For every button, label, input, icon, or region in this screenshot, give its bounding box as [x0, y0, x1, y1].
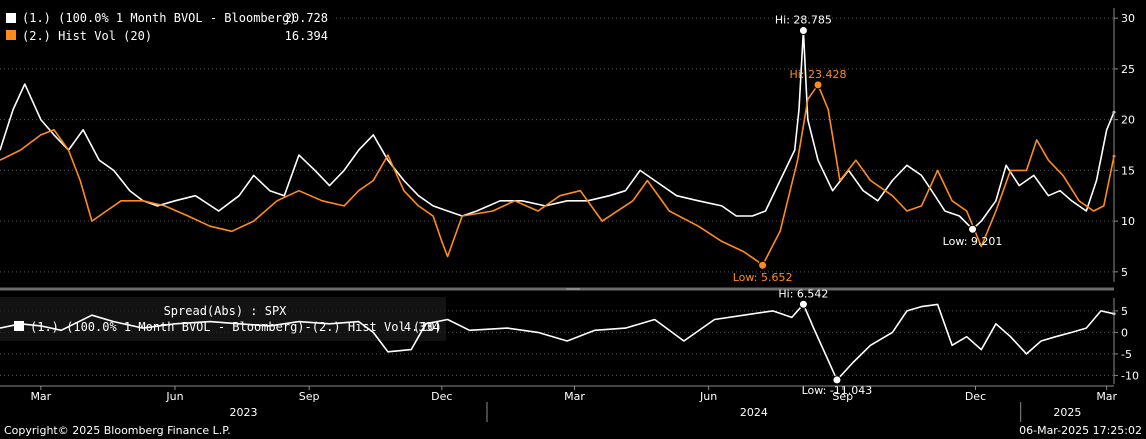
- x-tick-label: Mar: [1096, 390, 1117, 403]
- timestamp-text: 06-Mar-2025 17:25:02: [1019, 424, 1142, 437]
- upper-low-label: Low: 9.201: [943, 235, 1003, 248]
- legend-label-spread: (1.) (100.0% 1 Month BVOL - Bloomberg)-(…: [30, 320, 442, 334]
- legend-value-series-2: 16.394: [285, 29, 328, 43]
- legend-swatch-series-2: [6, 30, 16, 40]
- lower-panel-annotations: Hi: 6.542 Low: -11.043: [778, 287, 872, 397]
- upper-series-line-2: [0, 84, 1115, 266]
- lower-y-tick-label: 0: [1121, 326, 1128, 339]
- upper-y-tick-label: 5: [1121, 266, 1128, 279]
- upper-high-label: Hi: 28.785: [775, 13, 832, 26]
- year-label: 2023: [230, 406, 258, 419]
- upper-low-marker: [968, 224, 978, 234]
- upper-low-marker: [758, 260, 768, 270]
- lower-panel-y-axis: -10 -5 0 5: [1113, 298, 1139, 384]
- x-tick-label: Dec: [965, 390, 986, 403]
- x-tick-label: Sep: [832, 390, 853, 403]
- upper-high-marker: [813, 80, 823, 90]
- upper-y-tick-label: 10: [1121, 215, 1135, 228]
- lower-panel-grid: [0, 310, 1114, 376]
- legend-label-series-1: (1.) (100.0% 1 Month BVOL - Bloomberg): [22, 11, 297, 25]
- copyright-text: Copyright© 2025 Bloomberg Finance L.P.: [4, 424, 231, 437]
- legend-value-series-1: 20.728: [285, 11, 328, 25]
- spread-panel-title: Spread(Abs) : SPX: [164, 304, 288, 318]
- lower-y-tick-label: 5: [1121, 305, 1128, 318]
- x-tick-label: Mar: [564, 390, 585, 403]
- legend-swatch-spread: [14, 321, 24, 331]
- lower-legend: Spread(Abs) : SPX (1.) (100.0% 1 Month B…: [14, 304, 442, 334]
- lower-series-line-1: [0, 303, 1115, 381]
- upper-panel-y-axis: 5 10 15 20 25 30: [1113, 8, 1135, 282]
- upper-y-tick-label: 30: [1121, 12, 1135, 25]
- upper-panel-grid: [0, 17, 1114, 273]
- upper-high-marker: [798, 25, 808, 35]
- upper-series-line-1: [0, 29, 1115, 230]
- legend-value-spread: 4.334: [404, 320, 440, 334]
- year-label: 2024: [740, 406, 768, 419]
- x-axis: Mar Jun Sep Dec Mar Jun Sep Dec Mar 2023 2024 2025: [0, 385, 1118, 422]
- upper-panel-annotations: Hi: 28.785 Low: 9.201 Hi: 23.428 Low: 5.652: [733, 13, 1003, 284]
- lower-y-tick-label: -10: [1121, 369, 1139, 382]
- lower-low-marker: [832, 375, 842, 385]
- upper-y-tick-label: 25: [1121, 63, 1135, 76]
- x-tick-label: Mar: [30, 390, 51, 403]
- lower-legend-background: [0, 297, 446, 341]
- upper-high-label: Hi: 23.428: [789, 68, 846, 81]
- upper-y-tick-label: 15: [1121, 164, 1135, 177]
- upper-low-label: Low: 5.652: [733, 271, 793, 284]
- upper-y-tick-label: 20: [1121, 114, 1135, 127]
- x-tick-label: Dec: [431, 390, 452, 403]
- lower-low-label: Low: -11.043: [802, 384, 873, 397]
- lower-high-marker: [798, 299, 808, 309]
- x-tick-label: Jun: [699, 390, 717, 403]
- legend-label-series-2: (2.) Hist Vol (20): [22, 29, 152, 43]
- upper-legend: (1.) (100.0% 1 Month BVOL - Bloomberg) 2…: [0, 6, 334, 46]
- x-tick-label: Jun: [165, 390, 183, 403]
- lower-y-tick-label: -5: [1121, 348, 1132, 361]
- upper-panel-series: [0, 29, 1116, 266]
- year-label: 2025: [1053, 406, 1081, 419]
- x-tick-label: Sep: [299, 390, 320, 403]
- legend-swatch-series-1: [6, 13, 16, 23]
- lower-high-label: Hi: 6.542: [778, 287, 828, 300]
